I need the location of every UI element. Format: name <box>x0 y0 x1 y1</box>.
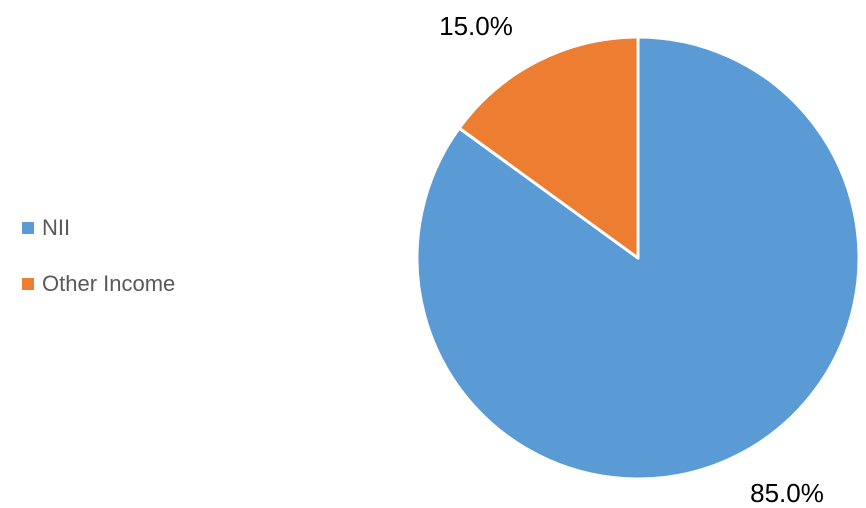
pie-data-labels: 85.0% 15.0% <box>439 11 824 508</box>
legend-swatch-other-income <box>22 277 34 290</box>
legend-item-other-income: Other Income <box>22 269 175 298</box>
legend-label-other-income: Other Income <box>42 270 176 296</box>
legend-swatch-nii <box>22 221 34 234</box>
chart-legend: NII Other Income <box>22 213 175 325</box>
data-label-other-income: 15.0% <box>439 11 513 41</box>
pie-slice-other-income <box>457 35 640 260</box>
data-label-nii: 85.0% <box>750 478 824 508</box>
legend-item-nii: NII <box>22 213 175 242</box>
pie-slices <box>415 35 861 481</box>
legend-label-nii: NII <box>42 214 71 240</box>
